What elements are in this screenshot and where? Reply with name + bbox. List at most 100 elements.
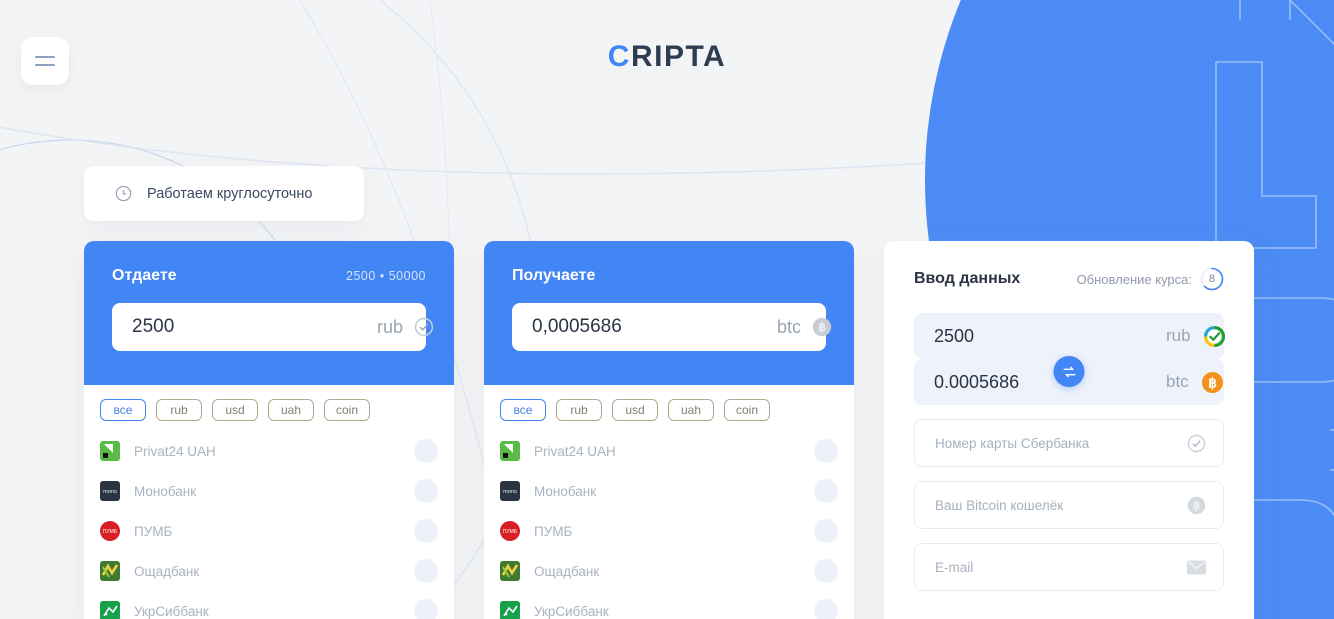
svg-text:ПУМБ: ПУМБ <box>103 529 118 535</box>
give-filter-rub[interactable]: rub <box>156 399 202 421</box>
list-item-label: Монобанк <box>534 483 597 499</box>
list-item-label: УкрСиббанк <box>534 603 609 619</box>
give-currency-label: rub <box>377 316 404 337</box>
logo-accent-letter: C <box>607 40 631 73</box>
list-item-radio[interactable] <box>814 599 838 619</box>
sberbank-logo <box>1203 325 1226 348</box>
give-card-limits: 2500 • 50000 <box>346 269 426 283</box>
pumb-logo: ПУМБ <box>500 521 520 541</box>
get-currency-label: btc <box>777 316 802 337</box>
rate-countdown-ring: 8 <box>1200 267 1224 291</box>
get-card-title: Получаете <box>512 267 596 284</box>
give-filter-coin[interactable]: coin <box>324 399 370 421</box>
get-card: Получаете btc ฿ все rub usd uah coin P <box>484 241 854 619</box>
get-card-header: Получаете btc ฿ <box>484 241 854 385</box>
give-filter-usd[interactable]: usd <box>212 399 258 421</box>
rate-countdown-seconds: 8 <box>1208 273 1216 285</box>
email-input[interactable] <box>935 559 1176 575</box>
swap-currencies-button[interactable] <box>1053 356 1085 387</box>
list-item[interactable]: mono Монобанк <box>500 471 838 511</box>
bitcoin-grey-icon: ฿ <box>811 316 833 338</box>
list-item[interactable]: ПУМБ ПУМБ <box>500 511 838 551</box>
swap-arrows-icon <box>1061 364 1077 380</box>
conversion-from-input[interactable] <box>934 325 1166 347</box>
hamburger-line-1 <box>35 56 55 58</box>
card-number-field[interactable] <box>914 419 1224 467</box>
list-item-label: УкрСиббанк <box>134 603 209 619</box>
give-amount-input[interactable] <box>132 316 377 338</box>
get-filter-coin[interactable]: coin <box>724 399 770 421</box>
list-item-radio[interactable] <box>414 479 438 503</box>
list-item[interactable]: ПУМБ ПУМБ <box>100 511 438 551</box>
conversion-rows: rub <box>914 313 1226 405</box>
conversion-to-input[interactable] <box>934 371 1166 393</box>
hamburger-menu-button[interactable] <box>21 37 69 85</box>
bitcoin-wallet-input[interactable] <box>935 497 1176 513</box>
email-field[interactable] <box>914 543 1224 591</box>
list-item-label: ПУМБ <box>134 523 173 539</box>
give-filter-uah[interactable]: uah <box>268 399 314 421</box>
list-item[interactable]: УкрСиббанк <box>100 591 438 619</box>
bitcoin-wallet-field[interactable]: ฿ <box>914 481 1224 529</box>
oschadbank-logo <box>100 561 120 581</box>
list-item[interactable]: УкрСиббанк <box>500 591 838 619</box>
monobank-logo: mono <box>100 481 120 501</box>
svg-text:฿: ฿ <box>1193 500 1200 512</box>
logo-rest: RIPTA <box>630 40 727 73</box>
list-item[interactable]: mono Монобанк <box>100 471 438 511</box>
get-filter-uah[interactable]: uah <box>668 399 714 421</box>
get-filter-usd[interactable]: usd <box>612 399 658 421</box>
list-item[interactable]: Privat24 UAH <box>500 431 838 471</box>
list-item-label: Privat24 UAH <box>534 443 616 459</box>
list-item-radio[interactable] <box>414 599 438 619</box>
list-item-radio[interactable] <box>414 519 438 543</box>
give-amount-box[interactable]: rub <box>112 303 434 351</box>
conversion-to-currency: btc <box>1166 372 1189 391</box>
list-item[interactable]: Privat24 UAH <box>100 431 438 471</box>
panel-header: Ввод данных Обновление курса: 8 <box>914 267 1224 291</box>
give-filter-vse[interactable]: все <box>100 399 146 421</box>
give-bank-list: Privat24 UAH mono Монобанк ПУМБ ПУМБ <box>84 431 454 619</box>
check-circle-outline-icon <box>1186 433 1207 454</box>
card-number-input[interactable] <box>935 435 1176 451</box>
rate-refresh-label: Обновление курса: <box>1076 271 1192 287</box>
oschadbank-logo <box>500 561 520 581</box>
list-item-radio[interactable] <box>414 439 438 463</box>
give-limit-separator: • <box>379 269 385 283</box>
pumb-logo: ПУМБ <box>100 521 120 541</box>
clock-icon <box>114 184 133 203</box>
give-limit-min: 2500 <box>346 269 376 283</box>
give-currency-filters: все rub usd uah coin <box>84 385 454 431</box>
bitcoin-grey-icon: ฿ <box>1186 495 1207 516</box>
hamburger-line-2 <box>35 64 55 66</box>
page-title: Ввод данных <box>914 270 1021 287</box>
svg-text:฿: ฿ <box>1208 375 1217 390</box>
list-item-label: Монобанк <box>134 483 197 499</box>
bitcoin-orange-icon: ฿ <box>1201 371 1224 394</box>
conversion-from-currency: rub <box>1166 326 1191 345</box>
site-logo[interactable]: CRIPTA <box>0 40 1334 74</box>
envelope-icon <box>1186 559 1207 576</box>
list-item-radio[interactable] <box>814 519 838 543</box>
get-amount-box[interactable]: btc ฿ <box>512 303 832 351</box>
list-item-label: Privat24 UAH <box>134 443 216 459</box>
get-filter-rub[interactable]: rub <box>556 399 602 421</box>
list-item[interactable]: Ощадбанк <box>500 551 838 591</box>
get-filter-vse[interactable]: все <box>500 399 546 421</box>
get-amount-input[interactable] <box>532 316 777 338</box>
give-card: Отдаете 2500•50000 rub все rub usd uah c <box>84 241 454 619</box>
list-item-radio[interactable] <box>814 479 838 503</box>
list-item-radio[interactable] <box>814 439 838 463</box>
list-item-radio[interactable] <box>814 559 838 583</box>
list-item-label: Ощадбанк <box>134 563 200 579</box>
list-item-radio[interactable] <box>414 559 438 583</box>
list-item-label: ПУМБ <box>534 523 573 539</box>
rate-refresh-indicator: Обновление курса: 8 <box>1077 267 1224 291</box>
list-item[interactable]: Ощадбанк <box>100 551 438 591</box>
monobank-logo: mono <box>500 481 520 501</box>
get-currency-filters: все rub usd uah coin <box>484 385 854 431</box>
data-entry-panel: Ввод данных Обновление курса: 8 rub <box>884 241 1254 619</box>
svg-text:฿: ฿ <box>818 320 826 334</box>
conversion-from-row[interactable]: rub <box>914 313 1226 359</box>
